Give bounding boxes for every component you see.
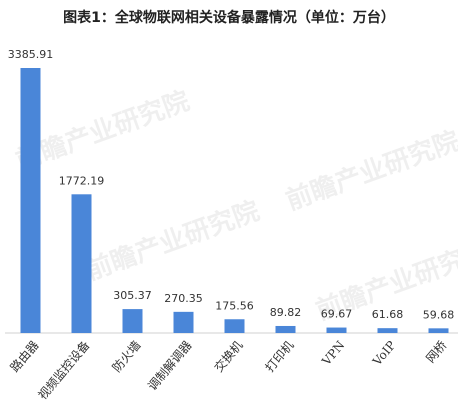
value-label: 175.56: [215, 299, 254, 312]
value-label: 89.82: [270, 306, 302, 319]
value-label: 69.67: [321, 308, 353, 321]
x-tick-label: VPN: [319, 338, 348, 369]
bar: [428, 328, 449, 333]
watermark: 前瞻产业研究院: [282, 125, 458, 216]
value-label: 3385.91: [8, 48, 54, 61]
bar: [326, 327, 347, 333]
value-label: 59.68: [423, 308, 455, 321]
value-label: 61.68: [372, 308, 404, 321]
value-label: 270.35: [164, 292, 203, 305]
x-tick-label: 调制解调器: [145, 338, 194, 393]
bar: [71, 194, 92, 333]
bar: [275, 325, 296, 333]
value-label: 1772.19: [59, 174, 105, 187]
bar: [377, 328, 398, 333]
bar: [173, 311, 194, 333]
x-tick-label: 视频监控设备: [35, 338, 93, 403]
bar: [122, 309, 143, 333]
x-tick-label: VoIP: [369, 338, 398, 369]
x-tick-label: 网桥: [423, 338, 449, 365]
x-tick-label: 路由器: [7, 338, 42, 375]
bar: [20, 68, 41, 333]
watermark: 前瞻产业研究院: [82, 195, 264, 286]
chart-title: 图表1：全球物联网相关设备暴露情况（单位：万台）: [63, 9, 395, 26]
x-tick-label: 防火墙: [109, 338, 144, 375]
x-tick-label: 交换机: [211, 338, 246, 375]
x-tick-label: 打印机: [263, 338, 297, 375]
value-label: 305.37: [113, 289, 152, 302]
bar: [224, 319, 245, 333]
